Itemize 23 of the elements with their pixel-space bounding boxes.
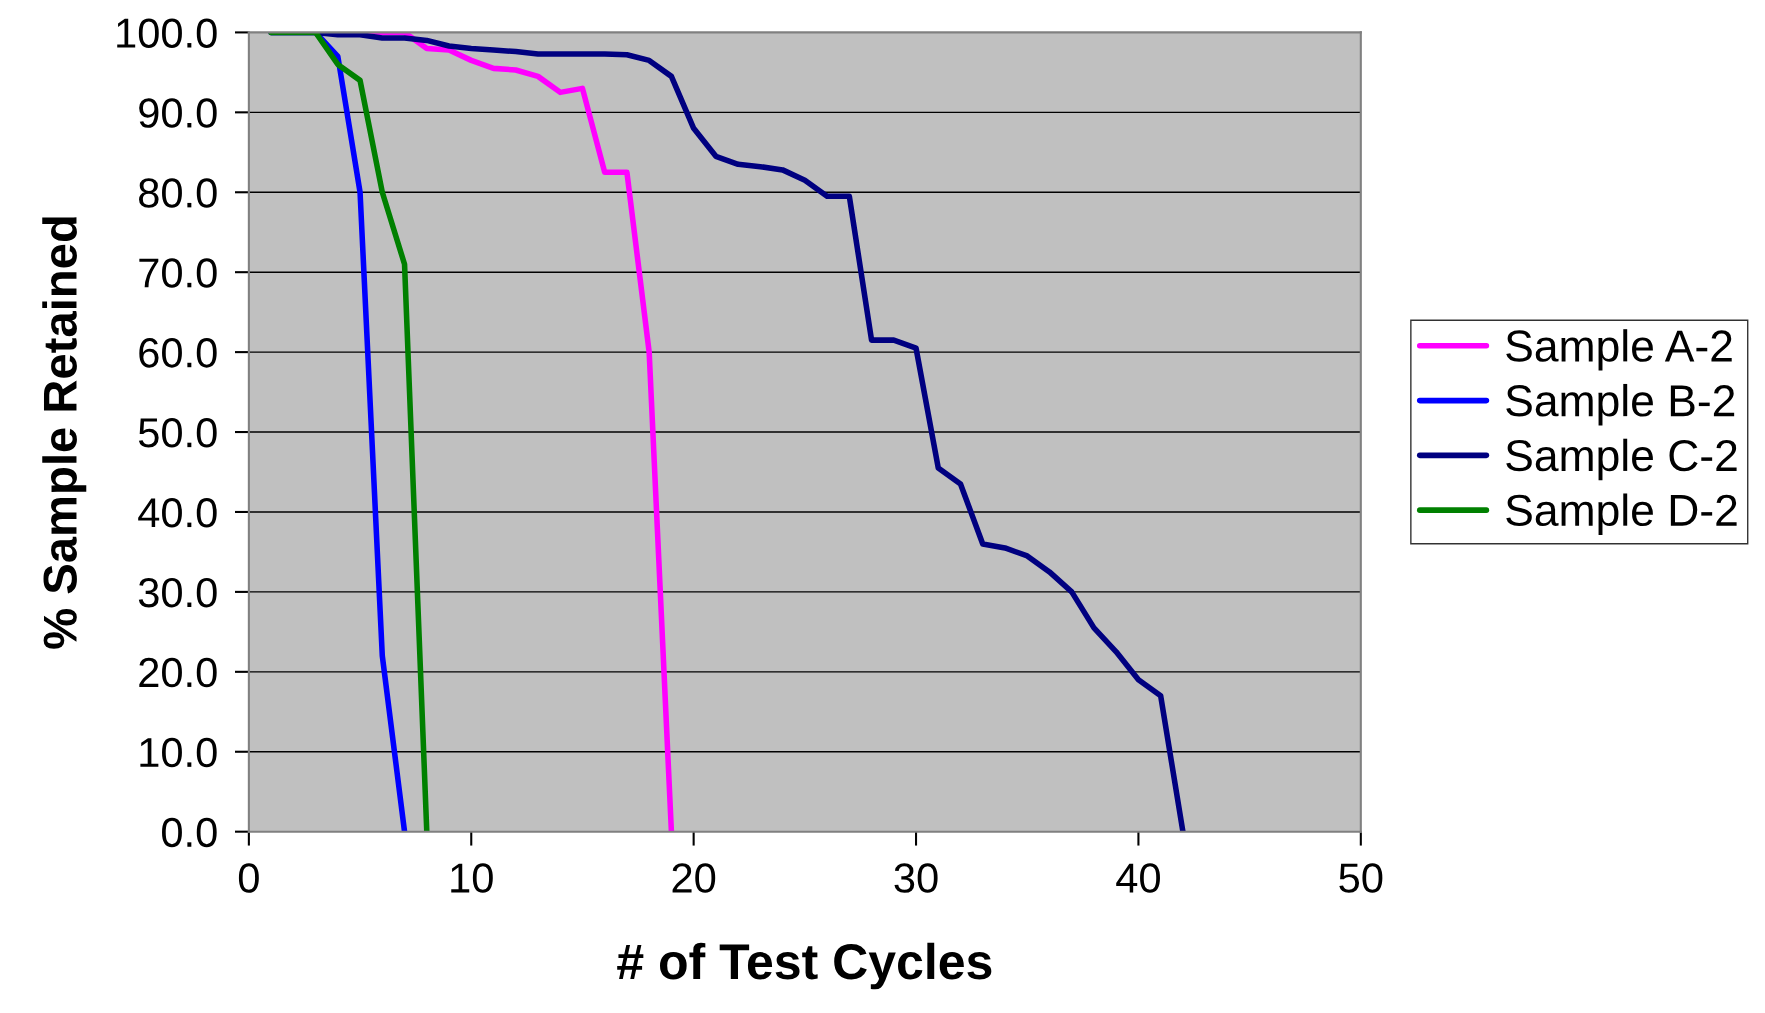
y-tick-label: 50.0 (138, 418, 217, 448)
y-tick-label: 100.0 (117, 18, 217, 48)
y-tick-label: 70.0 (139, 258, 217, 288)
x-tick-label: 40 (1116, 863, 1160, 893)
y-tick-label: 10.0 (140, 737, 217, 768)
legend-label: Sample C-2 (1506, 438, 1737, 481)
y-tick-label: 90.0 (139, 98, 217, 128)
y-tick-label: 30.0 (138, 577, 217, 608)
y-tick-label: 40.0 (138, 497, 217, 528)
legend-label: Sample D-2 (1506, 493, 1737, 535)
legend-label: Sample A-2 (1506, 329, 1732, 371)
x-tick-label: 20 (672, 863, 716, 893)
x-tick-label: 10 (451, 863, 493, 893)
x-tick-label: 30 (894, 863, 938, 893)
y-tick-label: 60.0 (139, 338, 217, 368)
legend-label: Sample B-2 (1506, 383, 1735, 426)
x-axis-title: # of Test Cycles (617, 942, 992, 990)
x-tick-label: 0 (238, 863, 259, 893)
y-axis-title: % Sample Retained (42, 217, 87, 649)
y-tick-label: 20.0 (139, 657, 217, 688)
y-tick-label: 80.0 (139, 178, 217, 208)
y-tick-label: 0.0 (162, 817, 217, 848)
x-tick-label: 50 (1339, 863, 1383, 893)
